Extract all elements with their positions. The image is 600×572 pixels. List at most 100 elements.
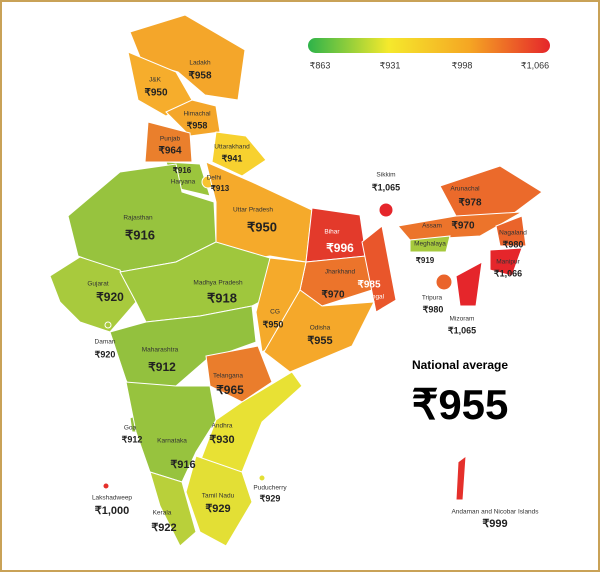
region-name: Tripura xyxy=(422,295,443,302)
region xyxy=(104,321,112,329)
region-name: Andaman and Nicobar Islands xyxy=(451,509,539,516)
region-price: ₹912 xyxy=(148,360,176,374)
region xyxy=(199,371,303,473)
region-name: Karnataka xyxy=(157,438,187,445)
region-name: Andhra xyxy=(212,423,233,430)
region xyxy=(489,247,523,277)
legend-tick-label: ₹863 xyxy=(310,60,331,70)
region-price: ₹950 xyxy=(247,219,277,234)
region-name: Manipur xyxy=(496,259,520,266)
region-price: ₹920 xyxy=(95,349,116,359)
region-name: Haryana xyxy=(171,179,196,186)
region xyxy=(185,455,253,547)
legend-tick-label: ₹998 xyxy=(452,60,473,70)
region-name: Delhi xyxy=(207,175,222,182)
region xyxy=(263,289,375,373)
region-name: Bengal xyxy=(364,294,385,301)
region-price: ₹958 xyxy=(188,71,211,82)
region-name: Ladakh xyxy=(189,60,211,67)
region-price: ₹955 xyxy=(307,335,332,347)
region-name: Madhya Pradesh xyxy=(193,280,243,287)
region xyxy=(495,215,527,247)
region-name: Arunachal xyxy=(450,186,480,193)
region-name: Gujarat xyxy=(87,281,109,288)
region-price: ₹930 xyxy=(209,434,234,446)
region-price: ₹913 xyxy=(211,184,230,193)
region xyxy=(378,202,394,218)
region xyxy=(435,273,453,291)
region xyxy=(144,121,193,163)
region-name: J&K xyxy=(149,77,162,84)
region-price: ₹1,066 xyxy=(494,268,522,278)
region-name: Kerala xyxy=(153,510,172,517)
region-name: Tamil Nadu xyxy=(202,493,235,500)
region-price: ₹980 xyxy=(503,239,524,249)
region-name: Goa xyxy=(124,425,137,432)
region-name: Daman xyxy=(95,339,116,346)
region-name: Rajasthan xyxy=(123,215,153,222)
region-price: ₹985 xyxy=(357,280,380,291)
region-price: ₹958 xyxy=(187,120,208,130)
region-price: ₹1,000 xyxy=(95,505,130,517)
region-name: Maharashtra xyxy=(142,347,179,354)
region-price: ₹996 xyxy=(326,241,354,255)
region-price: ₹916 xyxy=(173,166,192,175)
region-price: ₹999 xyxy=(482,518,507,530)
national-average-label: National average xyxy=(412,358,508,372)
region-name: Sikkim xyxy=(376,172,395,179)
region-name: Mizoram xyxy=(450,316,475,323)
region-price: ₹965 xyxy=(216,383,244,397)
legend-tick-label: ₹931 xyxy=(380,60,401,70)
region xyxy=(455,454,467,501)
region xyxy=(205,345,273,403)
legend-tick-label: ₹1,066 xyxy=(521,60,549,70)
region-price: ₹920 xyxy=(96,290,124,304)
region xyxy=(258,474,266,482)
region xyxy=(455,261,483,307)
region-price: ₹916 xyxy=(170,459,195,471)
region-name: Jharkhand xyxy=(325,269,356,276)
region xyxy=(149,471,197,547)
region-name: Himachal xyxy=(183,111,211,118)
region-name: Punjab xyxy=(160,136,181,143)
region-name: Odisha xyxy=(310,325,331,332)
region-price: ₹929 xyxy=(260,493,281,503)
region-price: ₹922 xyxy=(151,522,176,534)
region-price: ₹980 xyxy=(423,304,444,314)
region xyxy=(409,235,451,253)
region xyxy=(211,131,267,177)
region-price: ₹964 xyxy=(158,146,181,157)
region xyxy=(102,482,110,490)
region-price: ₹929 xyxy=(205,503,230,515)
region-price: ₹919 xyxy=(416,256,435,265)
region xyxy=(49,256,137,333)
region-price: ₹916 xyxy=(125,227,155,242)
legend-gradient xyxy=(308,38,550,53)
region-price: ₹978 xyxy=(458,198,481,209)
region-price: ₹970 xyxy=(451,221,474,232)
region-price: ₹1,065 xyxy=(372,182,400,192)
region-name: Bihar xyxy=(324,229,340,236)
region-price: ₹950 xyxy=(144,88,167,99)
region-price: ₹912 xyxy=(122,434,143,444)
region-name: Uttarakhand xyxy=(214,144,250,151)
region-name: Puducherry xyxy=(253,485,287,492)
region-price: ₹1,065 xyxy=(448,325,476,335)
region-name: Meghalaya xyxy=(414,241,446,248)
region-name: Lakshadweep xyxy=(92,495,132,502)
region-name: Uttar Pradesh xyxy=(233,207,273,214)
region-price: ₹941 xyxy=(222,153,243,163)
region-name: Assam xyxy=(422,223,442,230)
national-average-value: ₹955 xyxy=(412,381,509,428)
region xyxy=(125,381,217,483)
region xyxy=(361,225,397,313)
region-name: Telangana xyxy=(213,373,243,380)
region xyxy=(205,161,313,263)
region-name: CG xyxy=(270,309,280,316)
region-price: ₹918 xyxy=(207,290,237,305)
region xyxy=(439,165,543,217)
region-price: ₹950 xyxy=(263,319,284,329)
region-price: ₹970 xyxy=(321,290,344,301)
region-name: Nagaland xyxy=(499,230,527,237)
